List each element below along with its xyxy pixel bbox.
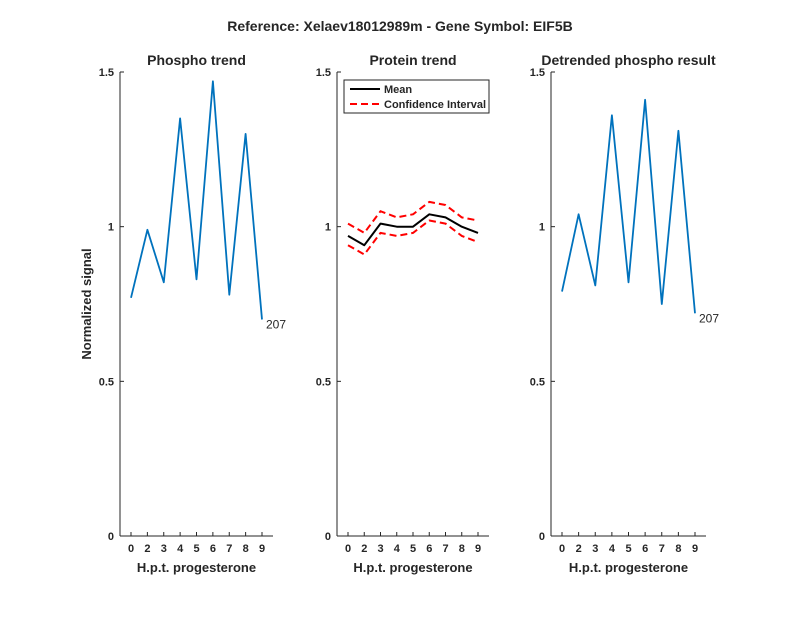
x-tick-label: 5	[193, 543, 199, 555]
x-tick-label: 9	[259, 543, 265, 555]
x-tick-label: 2	[361, 543, 367, 555]
x-tick-label: 7	[442, 543, 448, 555]
y-tick-label: 0.5	[99, 376, 114, 388]
figure-title: Reference: Xelaev18012989m - Gene Symbol…	[227, 18, 573, 34]
panel-title: Phospho trend	[147, 52, 246, 68]
series-line	[347, 219, 479, 256]
x-tick-label: 8	[243, 543, 249, 555]
series-line-mean	[347, 213, 479, 247]
x-tick-label: 3	[592, 543, 598, 555]
x-tick-label: 3	[377, 543, 383, 555]
x-tick-label: 6	[210, 543, 216, 555]
x-tick-label: 4	[394, 543, 401, 555]
panel-title: Detrended phospho result	[541, 52, 716, 68]
y-tick-label: 1.5	[316, 67, 331, 79]
series-line	[561, 98, 696, 314]
x-tick-label: 9	[475, 543, 481, 555]
x-tick-label: 0	[345, 543, 351, 555]
x-axis-label: H.p.t. progesterone	[569, 560, 688, 575]
y-tick-label: 0	[539, 531, 545, 543]
x-tick-label: 7	[226, 543, 232, 555]
x-tick-label: 6	[426, 543, 432, 555]
x-tick-label: 4	[177, 543, 184, 555]
y-tick-label: 0	[108, 531, 114, 543]
x-tick-label: 0	[128, 543, 134, 555]
series-line-confidence-interval	[347, 200, 479, 234]
x-tick-label: 3	[161, 543, 167, 555]
y-tick-label: 1	[108, 222, 114, 234]
y-tick-label: 1.5	[530, 67, 545, 79]
x-tick-label: 2	[144, 543, 150, 555]
x-tick-label: 4	[609, 543, 616, 555]
y-tick-label: 1	[539, 222, 545, 234]
x-tick-label: 0	[559, 543, 565, 555]
x-axis-label: H.p.t. progesterone	[137, 560, 256, 575]
y-tick-label: 0	[325, 531, 331, 543]
x-tick-label: 8	[459, 543, 465, 555]
point-annotation: 207	[266, 317, 286, 331]
x-tick-label: 5	[410, 543, 416, 555]
series-line	[130, 80, 263, 320]
y-axis-label: Normalized signal	[79, 248, 94, 359]
x-axis-label: H.p.t. progesterone	[353, 560, 472, 575]
legend-box	[343, 79, 490, 114]
x-tick-label: 8	[675, 543, 681, 555]
legend-label: Confidence Interval	[384, 99, 486, 111]
point-annotation: 207	[699, 311, 719, 325]
x-tick-label: 6	[642, 543, 648, 555]
x-tick-label: 7	[659, 543, 665, 555]
y-tick-label: 1	[325, 222, 331, 234]
x-tick-label: 9	[692, 543, 698, 555]
legend: Mean Confidence Interval	[343, 79, 490, 114]
x-tick-label: 5	[625, 543, 631, 555]
y-tick-label: 1.5	[99, 67, 114, 79]
panel-title: Protein trend	[369, 52, 456, 68]
y-tick-label: 0.5	[316, 376, 331, 388]
x-tick-label: 2	[576, 543, 582, 555]
y-tick-label: 0.5	[530, 376, 545, 388]
legend-label: Mean	[384, 84, 412, 96]
